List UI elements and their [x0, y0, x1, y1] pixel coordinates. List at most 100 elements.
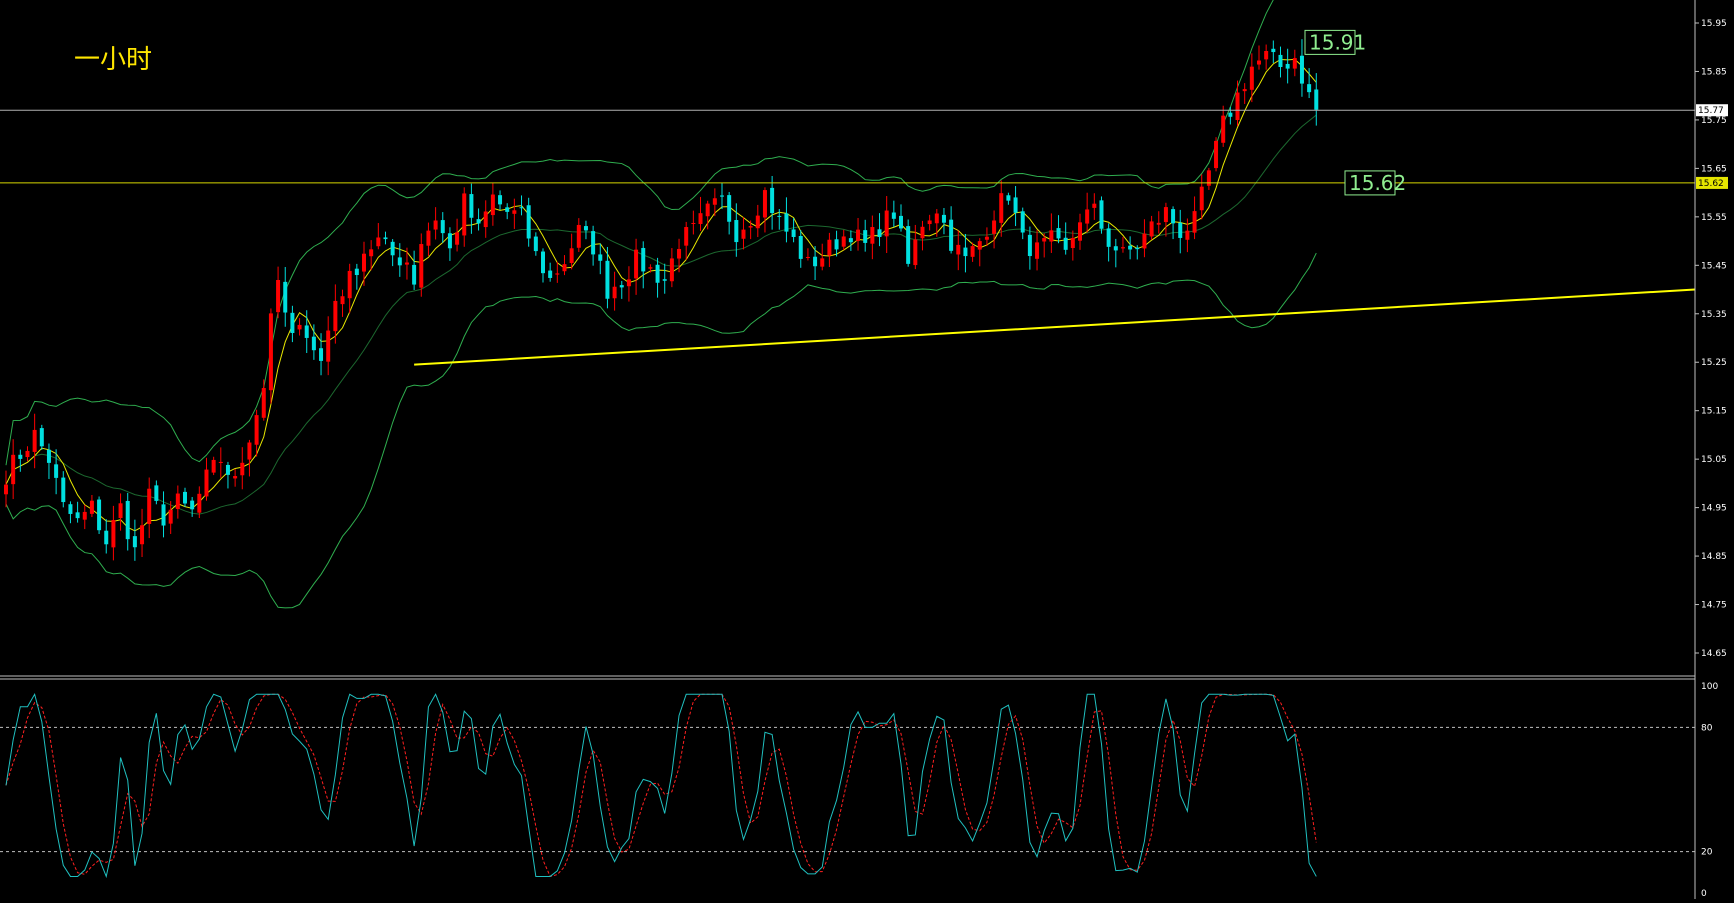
candle-body [720, 195, 724, 197]
candle-body [877, 229, 882, 237]
candle-body [913, 239, 918, 266]
candle-body [1120, 247, 1125, 249]
candle-body [204, 469, 209, 497]
y-tick-label: 14.95 [1701, 504, 1727, 514]
candle-body [490, 194, 495, 216]
candle-body [1235, 92, 1240, 121]
upper-band [5, 0, 1274, 466]
candle-body [311, 336, 316, 351]
y-tick-label: 15.15 [1701, 407, 1727, 417]
candle-body [591, 231, 596, 255]
candle-body [805, 256, 810, 258]
candle-body [132, 536, 137, 548]
candle-body [261, 388, 266, 418]
candle-body [941, 214, 946, 223]
candle-body [734, 220, 739, 243]
candle-body [970, 246, 975, 257]
y-tick-label: 14.75 [1701, 601, 1727, 611]
candle-body [884, 210, 889, 237]
candle-body [111, 520, 116, 548]
candle-body [290, 312, 295, 334]
candle-body [469, 194, 474, 218]
candle-body [927, 220, 932, 225]
ma-line [5, 58, 1317, 532]
candle-body [125, 500, 130, 540]
candle-body [383, 237, 388, 240]
candle-body [247, 442, 252, 460]
candle-body [1178, 222, 1183, 238]
candle-body [233, 476, 238, 479]
candle-body [240, 462, 245, 476]
candle-body [634, 249, 639, 279]
candle-body [498, 195, 503, 205]
candle-body [562, 264, 567, 272]
y-tick-label: 14.65 [1701, 649, 1727, 659]
candle-body [576, 224, 581, 248]
support-trendline [414, 288, 1696, 366]
high-level-label-box [1304, 29, 1356, 55]
osc-tick-label: 0 [1701, 889, 1707, 899]
candle-body [899, 215, 903, 229]
candle-body [741, 229, 746, 239]
candle-body [1257, 60, 1261, 65]
candle-body [1163, 207, 1168, 223]
candle-body [863, 230, 868, 243]
current-price-badge [1696, 104, 1728, 117]
y-tick-label: 15.05 [1701, 455, 1727, 465]
candle-body [548, 270, 553, 278]
candle-body [705, 203, 710, 217]
candle-body [18, 454, 23, 459]
candle-body [906, 226, 911, 264]
candle-body [755, 215, 760, 229]
y-tick-label: 15.55 [1701, 213, 1727, 223]
candle-body [362, 253, 366, 272]
candle-body [691, 222, 696, 224]
candle-body [1070, 237, 1075, 249]
candle-body [648, 267, 653, 269]
candle-body [483, 211, 488, 228]
candle-body [1006, 195, 1011, 201]
candle-body [175, 493, 180, 510]
candle-body [319, 348, 324, 361]
y-tick-label: 15.95 [1701, 19, 1727, 29]
candle-body [1285, 63, 1290, 69]
candle-body [39, 428, 44, 447]
candle-body [340, 296, 345, 305]
candle-body [25, 450, 30, 458]
candle-body [161, 504, 166, 526]
lower-band [5, 252, 1317, 609]
candle-body [97, 499, 102, 531]
candle-body [1292, 58, 1297, 69]
candle-body [1035, 242, 1040, 259]
candle-body [512, 210, 517, 214]
candle-body [1199, 186, 1204, 211]
candle-body [440, 220, 445, 234]
candle-body [1214, 140, 1219, 169]
candle-body [1171, 209, 1176, 224]
candle-body [748, 226, 753, 228]
y-tick-label: 15.35 [1701, 310, 1727, 320]
candle-body [412, 264, 417, 285]
candle-body [197, 493, 202, 513]
candle-body [777, 215, 782, 217]
candle-body [1013, 197, 1018, 213]
candle-body [1271, 48, 1276, 53]
candle-body [390, 241, 395, 256]
oscillator-panel [0, 692, 1695, 879]
candle-body [519, 207, 524, 209]
candle-body [727, 195, 732, 222]
candle-body [770, 187, 775, 214]
candle-body [977, 241, 982, 250]
candle-body [1149, 221, 1154, 237]
candle-body [791, 229, 796, 237]
candle-body [1307, 84, 1312, 93]
candle-body [168, 509, 173, 524]
candle-body [1078, 222, 1082, 241]
candle-body [1221, 115, 1226, 143]
candle-body [1128, 245, 1133, 250]
high-level-label-text: 15.91 [1309, 30, 1366, 54]
candle-body [268, 313, 273, 391]
osc-tick-label: 20 [1701, 848, 1713, 858]
candle-body [641, 247, 646, 272]
